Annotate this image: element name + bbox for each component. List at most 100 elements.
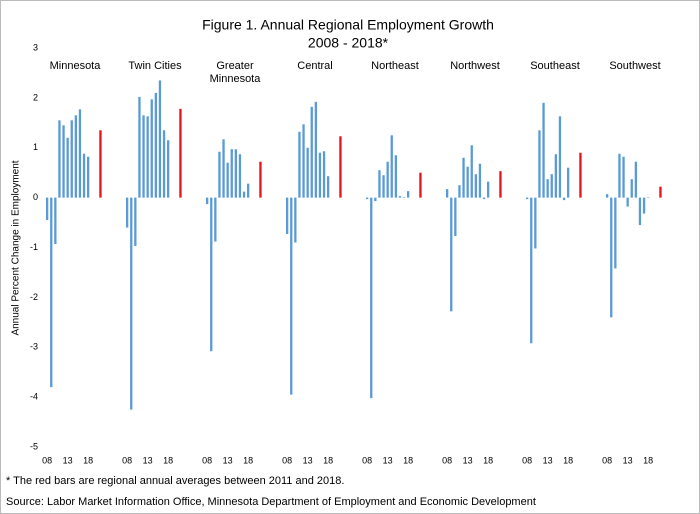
chart-subtitle: 2008 - 2018* bbox=[308, 35, 389, 51]
bar bbox=[446, 189, 449, 198]
y-axis-label: Annual Percent Change in Employment bbox=[11, 160, 22, 335]
bar bbox=[138, 96, 141, 198]
bar bbox=[542, 102, 545, 198]
bar bbox=[370, 197, 373, 399]
bar bbox=[238, 154, 242, 198]
y-tick-label: -3 bbox=[30, 342, 38, 352]
bar bbox=[610, 197, 613, 318]
bar bbox=[534, 197, 537, 249]
bar bbox=[659, 186, 662, 198]
bar bbox=[214, 197, 217, 242]
bar bbox=[394, 155, 397, 198]
bar bbox=[226, 162, 229, 198]
bar bbox=[298, 131, 301, 198]
bar bbox=[126, 197, 129, 228]
bar bbox=[50, 197, 53, 388]
x-tick-label: 18 bbox=[403, 455, 413, 465]
bar bbox=[82, 153, 86, 198]
x-tick-label: 13 bbox=[383, 455, 393, 465]
bar bbox=[398, 196, 402, 198]
bar bbox=[462, 157, 465, 198]
x-tick-label: 13 bbox=[463, 455, 473, 465]
x-tick-label: 08 bbox=[282, 455, 292, 465]
bar bbox=[550, 174, 553, 198]
bar bbox=[134, 197, 137, 247]
bar bbox=[99, 130, 102, 198]
chart-title: Figure 1. Annual Regional Employment Gro… bbox=[202, 17, 494, 33]
bar bbox=[390, 135, 393, 198]
y-tick-label: -4 bbox=[30, 392, 38, 402]
bar bbox=[222, 139, 225, 198]
bar bbox=[382, 175, 385, 198]
x-tick-label: 13 bbox=[63, 455, 73, 465]
y-tick-label: -5 bbox=[30, 441, 38, 451]
x-tick-label: 08 bbox=[122, 455, 132, 465]
bar bbox=[386, 161, 389, 198]
x-tick-label: 18 bbox=[243, 455, 253, 465]
bar bbox=[419, 172, 422, 198]
bar bbox=[626, 197, 629, 207]
bar bbox=[538, 130, 541, 198]
bar bbox=[242, 191, 246, 198]
bar bbox=[142, 115, 145, 198]
bar bbox=[314, 101, 317, 198]
bar bbox=[318, 152, 322, 198]
bar bbox=[154, 92, 157, 198]
bar bbox=[474, 174, 477, 198]
bar bbox=[606, 194, 609, 198]
bar bbox=[614, 197, 617, 269]
panel-label: Southwest bbox=[609, 60, 661, 72]
bar bbox=[206, 197, 209, 205]
bar bbox=[558, 116, 562, 198]
bar bbox=[562, 197, 566, 201]
panel-label: Twin Cities bbox=[128, 60, 182, 72]
bar bbox=[310, 106, 313, 198]
bar bbox=[87, 156, 90, 198]
x-tick-label: 13 bbox=[143, 455, 153, 465]
panel-label: Northeast bbox=[371, 60, 419, 72]
bar bbox=[638, 197, 642, 226]
bar bbox=[230, 149, 233, 198]
bar bbox=[499, 171, 502, 198]
bar bbox=[162, 130, 166, 198]
bar bbox=[630, 179, 633, 198]
bar bbox=[66, 137, 69, 198]
bar bbox=[407, 191, 410, 198]
x-tick-label: 08 bbox=[362, 455, 372, 465]
bar bbox=[546, 179, 549, 198]
footnote: * The red bars are regional annual avera… bbox=[6, 475, 344, 487]
x-tick-label: 18 bbox=[563, 455, 573, 465]
source: Source: Labor Market Information Office,… bbox=[6, 496, 536, 508]
panel-label: Central bbox=[297, 60, 333, 72]
y-tick-label: -1 bbox=[30, 242, 38, 252]
y-tick-label: 1 bbox=[33, 142, 38, 152]
x-tick-label: 18 bbox=[323, 455, 333, 465]
bar bbox=[286, 197, 289, 235]
bar bbox=[302, 124, 305, 198]
x-tick-label: 08 bbox=[442, 455, 452, 465]
bar bbox=[642, 197, 646, 214]
bar bbox=[58, 120, 61, 198]
bar bbox=[458, 185, 461, 198]
bar bbox=[70, 120, 73, 198]
y-tick-label: 3 bbox=[33, 42, 38, 52]
x-tick-label: 08 bbox=[522, 455, 532, 465]
bar bbox=[322, 151, 326, 198]
bar bbox=[210, 197, 213, 352]
bar bbox=[618, 153, 621, 198]
x-tick-label: 13 bbox=[223, 455, 233, 465]
x-tick-label: 13 bbox=[623, 455, 633, 465]
bar bbox=[234, 149, 237, 198]
x-tick-label: 08 bbox=[42, 455, 52, 465]
bar bbox=[294, 197, 297, 243]
bar bbox=[179, 108, 182, 198]
bar bbox=[130, 197, 133, 410]
bar bbox=[54, 197, 57, 245]
x-tick-label: 08 bbox=[202, 455, 212, 465]
panel-label: Southeast bbox=[530, 60, 580, 72]
bar bbox=[622, 156, 625, 198]
bar bbox=[454, 197, 457, 237]
bar bbox=[218, 151, 221, 198]
